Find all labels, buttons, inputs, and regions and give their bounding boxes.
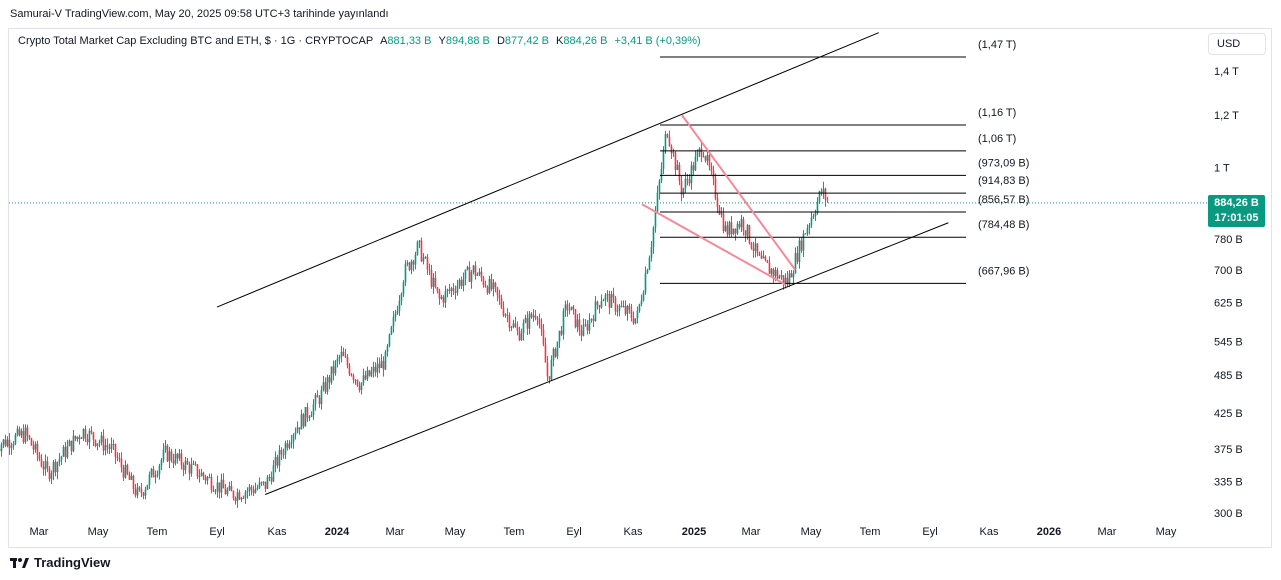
high-value: 894,88 B [445,35,490,47]
high-label: Y [438,35,446,47]
close-value: 884,26 B [563,35,608,47]
chart-frame [8,28,1272,548]
open-value: 881,33 B [387,35,432,47]
publish-info: Samurai-V TradingView.com, May 20, 2025 … [10,8,389,20]
footer-brand-label: TradingView [34,555,111,570]
change-value: +3,41 B (+0,39%) [614,35,701,47]
tradingview-logo-icon [10,557,29,568]
last-price-value: 884,26 B [1214,197,1259,209]
low-value: 877,42 B [504,35,549,47]
low-label: D [496,35,505,47]
chart-legend: Crypto Total Market Cap Excluding BTC an… [18,35,701,47]
candle-body [4,439,7,447]
candle-body [2,439,5,445]
bar-countdown: 17:01:05 [1214,212,1259,224]
last-price-tag: 884,26 B 17:01:05 [1208,195,1265,227]
symbol-title[interactable]: Crypto Total Market Cap Excluding BTC an… [18,35,373,47]
currency-button[interactable]: USD [1208,33,1266,55]
candle-body [0,444,3,452]
footer-brand[interactable]: TradingView [10,555,110,570]
